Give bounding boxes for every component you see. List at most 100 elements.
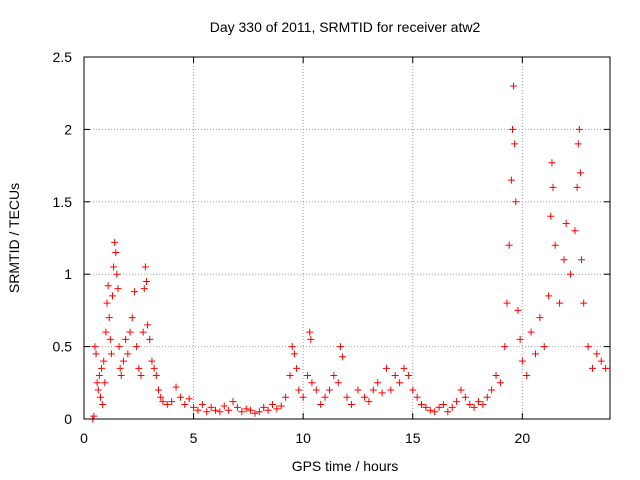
data-point-marker — [365, 398, 373, 406]
chart-title: Day 330 of 2011, SRMTID for receiver atw… — [210, 19, 481, 35]
data-point-marker — [545, 292, 553, 300]
data-point-marker — [273, 405, 281, 413]
data-point-marker — [409, 386, 417, 394]
y-tick-label: 0.5 — [53, 339, 73, 355]
y-tick-label: 1.5 — [53, 194, 73, 210]
data-point-marker — [516, 335, 524, 343]
data-point-marker — [194, 406, 202, 414]
data-point-marker — [116, 364, 124, 372]
data-point-marker — [512, 198, 520, 206]
data-point-marker — [96, 393, 104, 401]
data-point-marker — [435, 403, 443, 411]
data-point-marker — [159, 398, 167, 406]
data-point-marker — [488, 386, 496, 394]
data-point-marker — [466, 401, 474, 409]
data-point-marker — [98, 364, 106, 372]
data-point-marker — [347, 401, 355, 409]
data-point-marker — [115, 343, 123, 351]
data-point-marker — [90, 412, 98, 420]
data-point-marker — [567, 270, 575, 278]
data-point-marker — [268, 401, 276, 409]
data-point-marker — [103, 299, 111, 307]
data-point-marker — [593, 350, 601, 358]
data-point-marker — [361, 393, 369, 401]
data-point-marker — [106, 335, 114, 343]
data-point-marker — [146, 335, 154, 343]
data-point-marker — [304, 372, 312, 380]
data-point-marker — [108, 292, 116, 300]
data-point-marker — [229, 398, 237, 406]
data-point-marker — [374, 379, 382, 387]
data-point-marker — [492, 372, 500, 380]
data-point-marker — [92, 350, 100, 358]
data-point-marker — [308, 379, 316, 387]
x-axis-tick-labels: 0 5 10 15 20 — [80, 430, 530, 446]
data-point-marker — [181, 401, 189, 409]
data-point-marker — [317, 401, 325, 409]
data-point-marker — [233, 403, 241, 411]
data-point-marker — [251, 409, 259, 417]
data-point-marker — [312, 386, 320, 394]
data-point-marker — [113, 270, 121, 278]
data-point-marker — [575, 125, 583, 133]
data-point-marker — [339, 353, 347, 361]
data-point-marker — [93, 379, 101, 387]
data-point-marker — [126, 328, 134, 336]
data-point-marker — [238, 408, 246, 416]
grid-lines — [84, 57, 610, 419]
data-point-marker — [255, 408, 263, 416]
data-point-marker — [387, 386, 395, 394]
data-point-marker — [299, 393, 307, 401]
data-point-marker — [396, 379, 404, 387]
data-point-marker — [91, 343, 99, 351]
data-point-marker — [220, 402, 228, 410]
data-point-marker — [518, 357, 526, 365]
data-point-marker — [422, 403, 430, 411]
x-tick-label: 20 — [515, 430, 531, 446]
data-point-marker — [369, 386, 377, 394]
data-point-marker — [400, 364, 408, 372]
data-point-marker — [293, 364, 301, 372]
data-point-marker — [548, 159, 556, 167]
data-point-marker — [505, 241, 513, 249]
data-point-marker — [336, 343, 344, 351]
data-point-marker — [470, 403, 478, 411]
data-point-marker — [102, 328, 110, 336]
data-point-marker — [176, 393, 184, 401]
data-point-marker — [225, 406, 233, 414]
data-point-marker — [551, 241, 559, 249]
data-point-marker — [124, 350, 132, 358]
data-point-marker — [286, 372, 294, 380]
plot-area-frame — [83, 56, 611, 420]
data-point-marker — [282, 393, 290, 401]
data-point-marker — [185, 395, 193, 403]
data-point-marker — [111, 238, 119, 246]
x-tick-label: 5 — [190, 430, 198, 446]
data-point-marker — [110, 263, 118, 271]
data-point-marker — [378, 389, 386, 397]
data-point-marker — [150, 364, 158, 372]
data-point-marker — [212, 406, 219, 414]
data-point-marker — [105, 314, 113, 322]
y-axis-tick-labels: 0 0.5 1 1.5 2 2.5 — [53, 49, 73, 427]
data-point-marker — [426, 406, 434, 414]
data-point-marker — [578, 256, 586, 264]
data-point-marker — [216, 408, 224, 416]
data-point-marker — [391, 372, 399, 380]
data-point-marker — [571, 227, 579, 235]
data-point-marker — [580, 299, 588, 307]
data-point-marker — [172, 383, 180, 391]
data-point-marker — [128, 314, 136, 322]
data-point-marker — [496, 379, 504, 387]
data-point-marker — [290, 350, 298, 358]
data-point-marker — [119, 357, 127, 365]
data-point-marker — [190, 403, 198, 411]
data-point-marker — [242, 405, 250, 413]
data-point-marker — [321, 393, 329, 401]
data-point-marker — [260, 403, 268, 411]
data-point-marker — [597, 357, 605, 365]
data-point-marker — [503, 299, 511, 307]
data-point-marker — [288, 343, 296, 351]
data-point-marker — [584, 343, 592, 351]
x-tick-label: 10 — [295, 430, 311, 446]
